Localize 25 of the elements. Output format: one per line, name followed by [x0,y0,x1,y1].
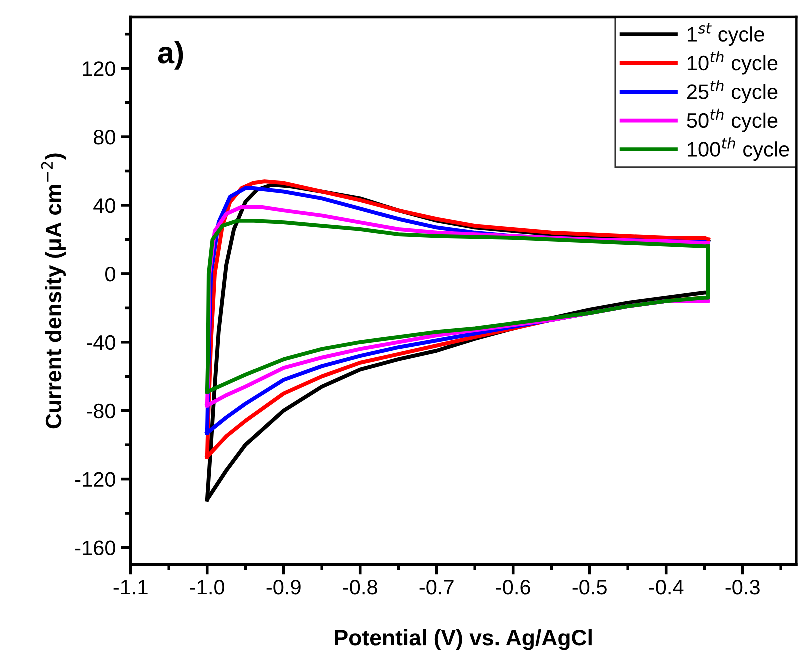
x-axis-title: Potential (V) vs. Ag/AgCl [335,629,592,650]
legend-label: 100$^{th}$ cycle [688,138,790,162]
x-tick-label: -0.3 [726,580,760,595]
y-tick-label: -80 [87,404,116,419]
y-tick-label: 0 [106,266,116,282]
x-tick-label: -1.0 [190,580,225,595]
legend-label: 25$^{th}$ cycle [687,80,778,104]
legend-label: 50$^{th}$ cycle [687,108,778,132]
y-tick-label: -40 [87,335,116,350]
x-tick-label: -0.9 [266,580,301,595]
y-tick-label: -120 [76,472,116,488]
x-tick-label: -1.1 [114,580,148,595]
y-tick-label: 40 [94,198,116,214]
annotation: a) [158,41,184,70]
y-tick-label: 120 [83,62,116,76]
x-tick-label: -0.7 [420,580,454,595]
legend-label: 10$^{th}$ cycle [688,51,778,75]
y-tick-label: -160 [76,540,116,556]
x-tick-label: -0.8 [343,580,378,595]
legend-label: 1$^{st}$ cycle [688,23,764,46]
y-axis-title: Current density (μA cm$^{−2}$) [41,154,66,429]
x-tick-label: -0.6 [496,580,530,595]
y-tick-label: 80 [94,130,116,145]
x-tick-label: -0.5 [572,580,607,595]
x-tick-label: -0.4 [649,580,684,595]
